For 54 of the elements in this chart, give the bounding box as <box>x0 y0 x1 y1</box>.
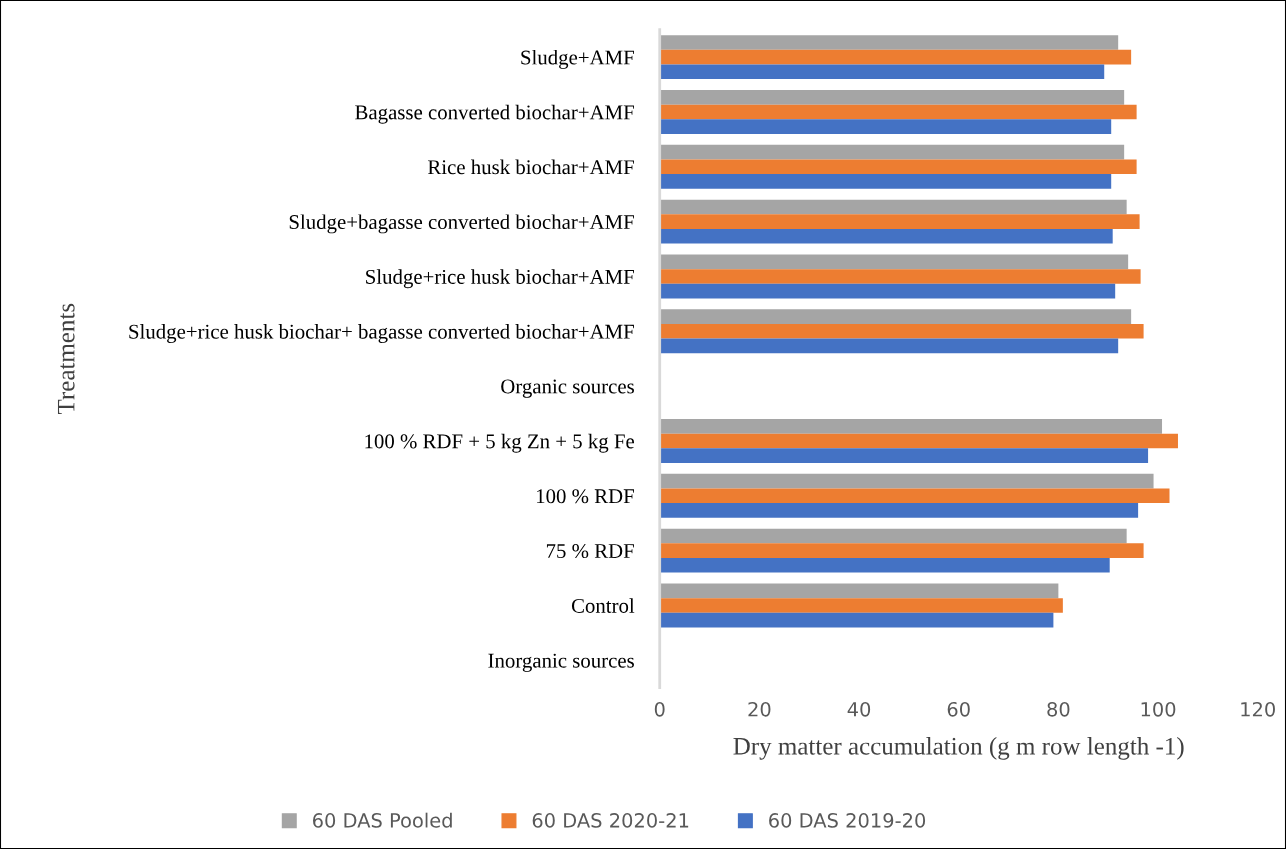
legend-label: 60 DAS 2020-21 <box>532 813 689 828</box>
bar <box>659 144 1125 160</box>
y-tick-label: Control <box>571 598 635 613</box>
y-tick-label: 100 % RDF <box>537 489 634 504</box>
bar <box>659 433 1178 449</box>
bar <box>659 323 1144 339</box>
bar <box>659 583 1059 599</box>
bar <box>659 254 1129 270</box>
x-tick-label: 100 <box>1141 701 1176 717</box>
x-tick-label: 80 <box>1047 701 1070 717</box>
bar <box>659 488 1170 504</box>
bar <box>659 598 1063 613</box>
bar <box>659 419 1163 434</box>
bar <box>659 49 1132 65</box>
legend-label: 60 DAS 2019-20 <box>769 813 926 828</box>
bar <box>659 557 1110 573</box>
bar <box>659 543 1144 558</box>
y-tick-label: Inorganic sources <box>488 653 634 672</box>
bar <box>659 159 1137 175</box>
bar <box>659 528 1127 544</box>
bar <box>659 228 1113 244</box>
y-tick-label: Bagasse converted biochar+AMF <box>355 104 634 124</box>
bar <box>659 199 1127 215</box>
bar <box>659 338 1119 354</box>
bar <box>659 473 1154 489</box>
bar <box>659 309 1132 324</box>
y-tick-label: Sludge+AMF <box>521 49 634 69</box>
bar <box>659 448 1149 463</box>
legend-label: 60 DAS Pooled <box>313 812 452 828</box>
y-tick-label: Rice husk biochar+AMF <box>427 159 634 175</box>
bar <box>659 64 1105 80</box>
bar <box>659 104 1137 120</box>
bar <box>659 612 1054 628</box>
bar <box>659 214 1140 229</box>
bar <box>659 283 1116 299</box>
x-tick-label: 40 <box>847 701 871 717</box>
y-tick-label: 100 % RDF + 5 kg Zn + 5 kg Fe <box>365 433 634 453</box>
x-axis-title: Dry matter accumulation (g m row length -1) <box>733 737 1184 760</box>
x-tick-label: 0 <box>654 701 665 717</box>
bar <box>659 174 1112 189</box>
y-tick-label: Sludge+rice husk biochar+ bagasse converted biochar+AMF <box>129 324 634 344</box>
x-tick-label: 20 <box>748 701 771 717</box>
x-tick-label: 60 <box>947 701 970 717</box>
y-tick-label: 75 % RDF <box>546 543 634 559</box>
bar <box>659 503 1139 518</box>
y-axis-title: Treatments <box>57 303 75 415</box>
bar <box>659 90 1125 105</box>
y-tick-label: Sludge+bagasse converted biochar+AMF <box>289 214 634 234</box>
y-tick-label: Organic sources <box>501 379 634 398</box>
bar <box>659 119 1112 134</box>
y-tick-label: Sludge+rice husk biochar+AMF <box>366 269 634 289</box>
x-tick-label: 120 <box>1241 701 1275 717</box>
bar <box>659 269 1141 284</box>
bar <box>659 35 1119 50</box>
